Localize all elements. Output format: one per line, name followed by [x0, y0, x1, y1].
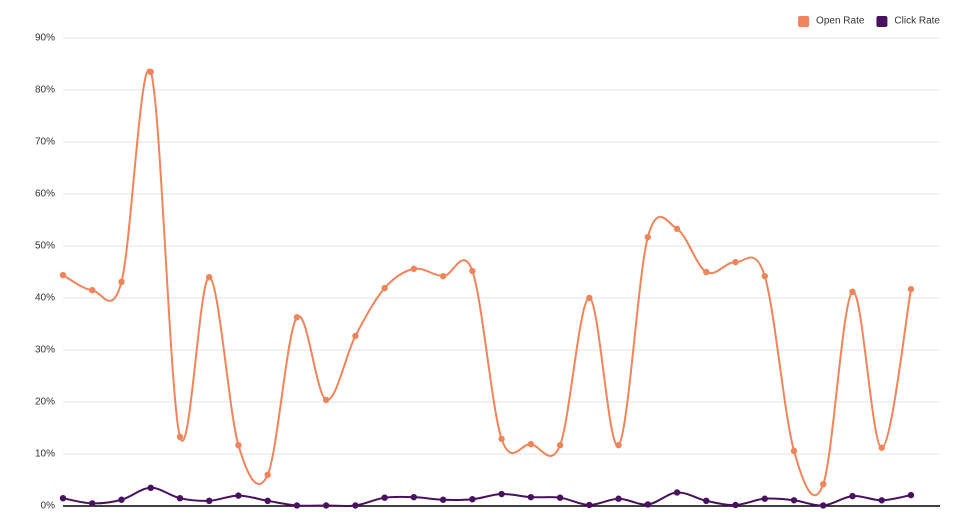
point — [820, 480, 827, 488]
point — [322, 396, 330, 404]
point — [703, 497, 710, 504]
point — [673, 489, 681, 496]
point — [59, 271, 67, 279]
point — [907, 285, 915, 293]
point — [206, 274, 213, 281]
y-tick-label: 10% — [35, 449, 55, 460]
point — [527, 440, 535, 448]
y-tick-label: 40% — [35, 293, 55, 304]
point — [206, 497, 213, 504]
point — [118, 496, 125, 503]
point — [381, 494, 388, 501]
point — [498, 490, 505, 498]
point — [264, 497, 271, 504]
point — [615, 441, 622, 449]
point — [293, 314, 301, 321]
point — [118, 278, 125, 286]
legend-swatch — [798, 16, 810, 27]
point — [527, 493, 535, 501]
series-line — [62, 68, 912, 497]
point — [732, 258, 739, 266]
point — [820, 502, 827, 509]
point — [89, 500, 96, 507]
point — [293, 502, 301, 509]
point — [147, 68, 154, 76]
point — [439, 272, 447, 280]
point — [644, 233, 651, 241]
point — [498, 435, 505, 443]
point — [556, 441, 564, 449]
point — [790, 447, 798, 455]
point — [322, 502, 330, 509]
point — [264, 471, 271, 478]
point — [352, 502, 359, 509]
point — [849, 288, 856, 295]
point — [469, 496, 476, 503]
y-tick-label: 50% — [35, 241, 55, 252]
point — [703, 268, 710, 276]
point — [381, 284, 388, 292]
legend-swatch — [876, 16, 888, 27]
point — [352, 332, 359, 340]
y-tick-label: 20% — [35, 397, 55, 408]
point — [878, 497, 885, 504]
y-tick-label: 90% — [35, 33, 55, 44]
point — [644, 501, 651, 508]
point — [176, 433, 184, 441]
y-tick-label: 30% — [35, 345, 55, 356]
point — [439, 496, 447, 503]
point — [235, 492, 242, 499]
point — [586, 294, 593, 302]
point — [469, 267, 476, 275]
point — [673, 225, 681, 233]
point — [615, 495, 622, 502]
point — [556, 494, 564, 501]
point — [907, 491, 915, 499]
point — [147, 484, 154, 491]
y-tick-label: 60% — [35, 189, 55, 200]
point — [59, 495, 67, 502]
point — [410, 493, 418, 501]
legend-label: Open Rate — [816, 16, 865, 27]
point — [849, 492, 856, 500]
point — [586, 501, 593, 509]
y-tick-label: 0% — [41, 501, 56, 512]
point — [761, 495, 768, 502]
point — [761, 272, 768, 280]
point — [410, 265, 418, 273]
series-line — [62, 486, 912, 508]
point — [878, 444, 885, 451]
point — [235, 441, 242, 449]
y-tick-label: 80% — [35, 85, 55, 96]
point — [89, 287, 96, 294]
point — [732, 501, 739, 509]
legend-label: Click Rate — [894, 16, 940, 27]
y-tick-label: 70% — [35, 137, 55, 148]
point — [176, 495, 184, 502]
point — [790, 497, 798, 504]
